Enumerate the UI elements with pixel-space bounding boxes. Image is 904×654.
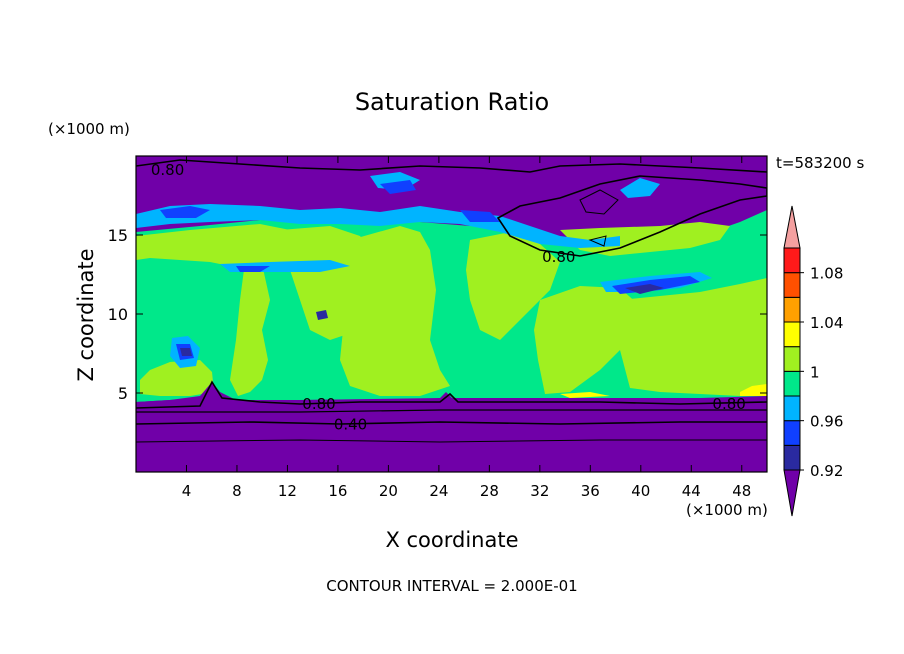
colorbar-tick-label-1.08: 1.08 bbox=[810, 265, 843, 283]
region-lime-6 bbox=[466, 232, 560, 340]
region-lime-3 bbox=[140, 360, 214, 396]
contour-labels: 0.80 0.80 0.80 0.80 0.40 bbox=[151, 161, 746, 433]
region-navy-1 bbox=[180, 348, 192, 356]
region-navy-3 bbox=[316, 310, 328, 320]
x-tick-label-8: 8 bbox=[232, 482, 242, 500]
region-blue-3 bbox=[460, 210, 500, 222]
x-tick-label-12: 12 bbox=[278, 482, 297, 500]
region-cyan-1 bbox=[136, 204, 620, 248]
x-tick-label-4: 4 bbox=[182, 482, 192, 500]
region-dry-lower bbox=[136, 382, 767, 472]
colorbar-box-9 bbox=[783, 247, 801, 274]
region-lime-7 bbox=[534, 286, 640, 394]
colorbar-tick-label-0.96: 0.96 bbox=[810, 413, 843, 431]
y-axis-unit: (×1000 m) bbox=[48, 120, 130, 138]
colorbar-box-6 bbox=[783, 321, 801, 348]
region-lime-2 bbox=[230, 262, 270, 396]
region-blue-6 bbox=[236, 266, 270, 272]
contour-lines bbox=[136, 159, 767, 443]
y-tick-label-10: 10 bbox=[108, 305, 128, 324]
contour-label-1: 0.80 bbox=[151, 161, 184, 179]
region-lime-8 bbox=[620, 278, 767, 396]
contour-0.80-upper bbox=[496, 175, 767, 257]
contour-label-5: 0.40 bbox=[334, 416, 367, 434]
time-label: t=583200 s bbox=[776, 154, 865, 172]
contour-0.40 bbox=[136, 421, 767, 425]
x-tick-label-20: 20 bbox=[379, 482, 398, 500]
contour-upper bbox=[136, 159, 767, 173]
region-lime-9 bbox=[560, 222, 730, 256]
colorbar-lower-arrow bbox=[783, 469, 801, 517]
colorbar-box-7 bbox=[783, 296, 801, 323]
contour-lower bbox=[136, 439, 767, 443]
x-tick-label-16: 16 bbox=[328, 482, 347, 500]
chart-title: Saturation Ratio bbox=[354, 88, 550, 116]
contour-inner-2 bbox=[588, 235, 607, 247]
x-tick-label-36: 36 bbox=[581, 482, 600, 500]
region-blue-2 bbox=[380, 180, 416, 194]
contour-label-3: 0.80 bbox=[302, 395, 335, 413]
region-navy-2 bbox=[625, 284, 664, 294]
x-tick-label-28: 28 bbox=[480, 482, 499, 500]
contour-0.80-base bbox=[136, 409, 767, 413]
colorbar-box-4 bbox=[783, 370, 801, 397]
region-blue-1 bbox=[160, 206, 210, 218]
region-cyan-5 bbox=[620, 178, 660, 198]
contour-inner-1 bbox=[579, 189, 619, 215]
colorbar-box-2 bbox=[783, 420, 801, 446]
colorbar-box-8 bbox=[783, 272, 801, 298]
colorbar-box-1 bbox=[783, 444, 801, 471]
filled-contours bbox=[136, 156, 767, 472]
x-tick-label-32: 32 bbox=[530, 482, 549, 500]
contour-0.80-surface bbox=[136, 380, 767, 409]
colorbar-tick-label-1: 1 bbox=[810, 363, 820, 381]
colorbar-tick-label-0.92: 0.92 bbox=[810, 462, 843, 480]
region-yellow-2 bbox=[560, 392, 610, 398]
x-tick-label-44: 44 bbox=[682, 482, 701, 500]
y-tick-label-15: 15 bbox=[108, 226, 128, 245]
x-tick-label-40: 40 bbox=[631, 482, 650, 500]
colorbar-box-3 bbox=[783, 395, 801, 422]
region-lime-5 bbox=[340, 226, 450, 396]
colorbar: 0.92 0.96 1 1.04 1.08 bbox=[783, 205, 843, 517]
region-lime-1 bbox=[136, 224, 310, 272]
x-axis-label: X coordinate bbox=[385, 528, 519, 552]
x-tick-label-48: 48 bbox=[732, 482, 751, 500]
colorbar-tick-label-1.04: 1.04 bbox=[810, 314, 843, 332]
contour-label-4: 0.80 bbox=[712, 395, 745, 413]
contour-interval-note: CONTOUR INTERVAL = 2.000E-01 bbox=[326, 577, 578, 595]
x-axis-unit: (×1000 m) bbox=[686, 501, 768, 519]
x-tick-label-24: 24 bbox=[429, 482, 448, 500]
colorbar-upper-arrow bbox=[783, 205, 801, 249]
contour-label-2: 0.80 bbox=[542, 248, 575, 266]
colorbar-box-5 bbox=[783, 346, 801, 372]
y-tick-label-5: 5 bbox=[118, 384, 128, 403]
